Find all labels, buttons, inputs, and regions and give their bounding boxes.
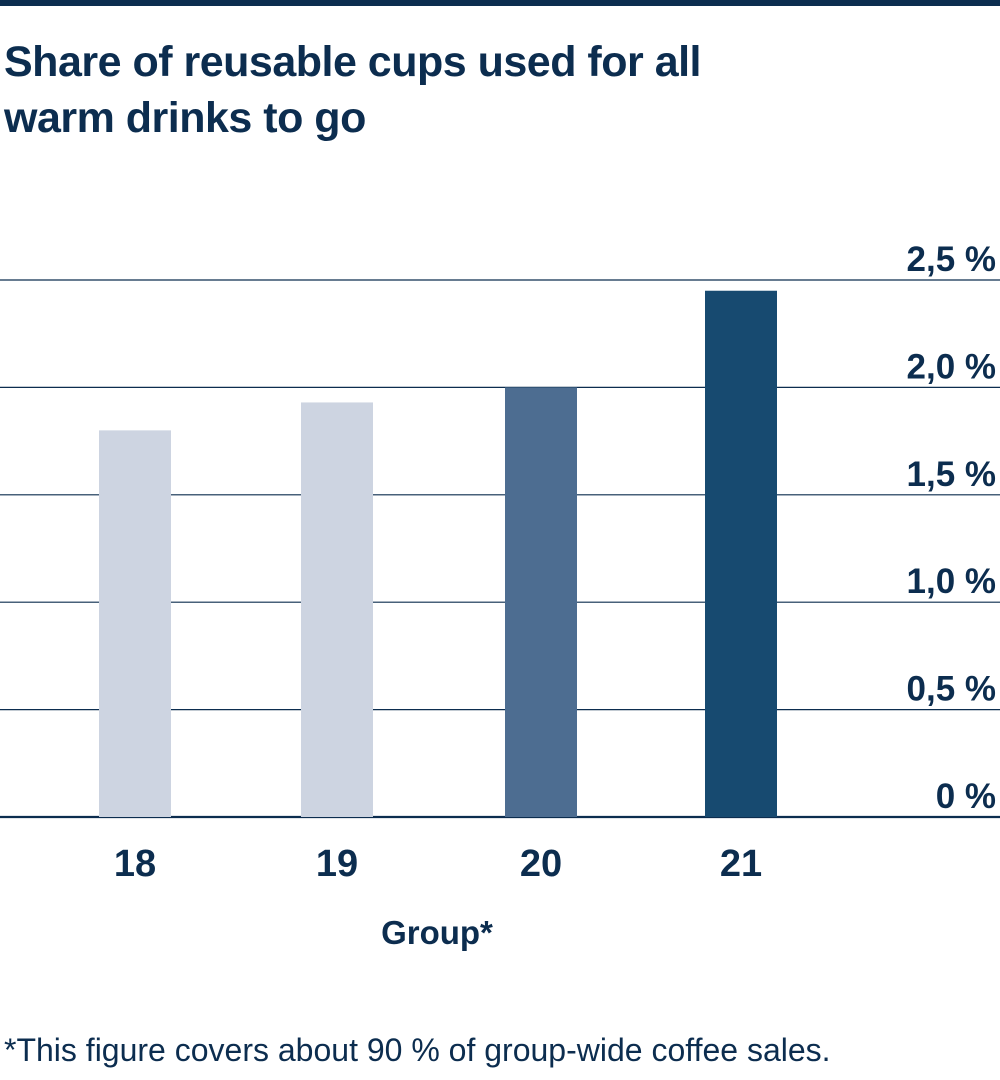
x-tick-label: 21	[720, 843, 762, 885]
top-rule	[0, 0, 1000, 6]
y-tick-label: 2,5 %	[907, 240, 997, 279]
y-tick-label: 1,0 %	[907, 562, 997, 601]
bar-chart: 0 % 0,5 % 1,0 % 1,5 % 2,0 % 2,5 % 18 19 20 21 Gr…	[0, 240, 1000, 951]
bar-20	[505, 387, 577, 817]
x-axis-label: Group*	[381, 914, 493, 951]
chart-title: Share of reusable cups used for all warm…	[4, 38, 702, 142]
x-tick-labels: 18 19 20 21	[114, 843, 762, 885]
bar-18	[99, 430, 171, 817]
x-tick-label: 20	[520, 843, 562, 885]
x-tick-label: 18	[114, 843, 156, 885]
x-tick-label: 19	[316, 843, 358, 885]
footnote: *This figure covers about 90 % of group-…	[4, 1032, 831, 1068]
y-tick-label: 0,5 %	[907, 670, 997, 709]
bar-21	[705, 290, 777, 817]
y-tick-labels: 0 % 0,5 % 1,0 % 1,5 % 2,0 % 2,5 %	[907, 240, 997, 816]
bar-19	[301, 402, 373, 817]
bars	[99, 290, 777, 817]
y-tick-label: 1,5 %	[907, 455, 997, 494]
y-tick-label: 0 %	[936, 777, 996, 816]
y-tick-label: 2,0 %	[907, 347, 997, 386]
